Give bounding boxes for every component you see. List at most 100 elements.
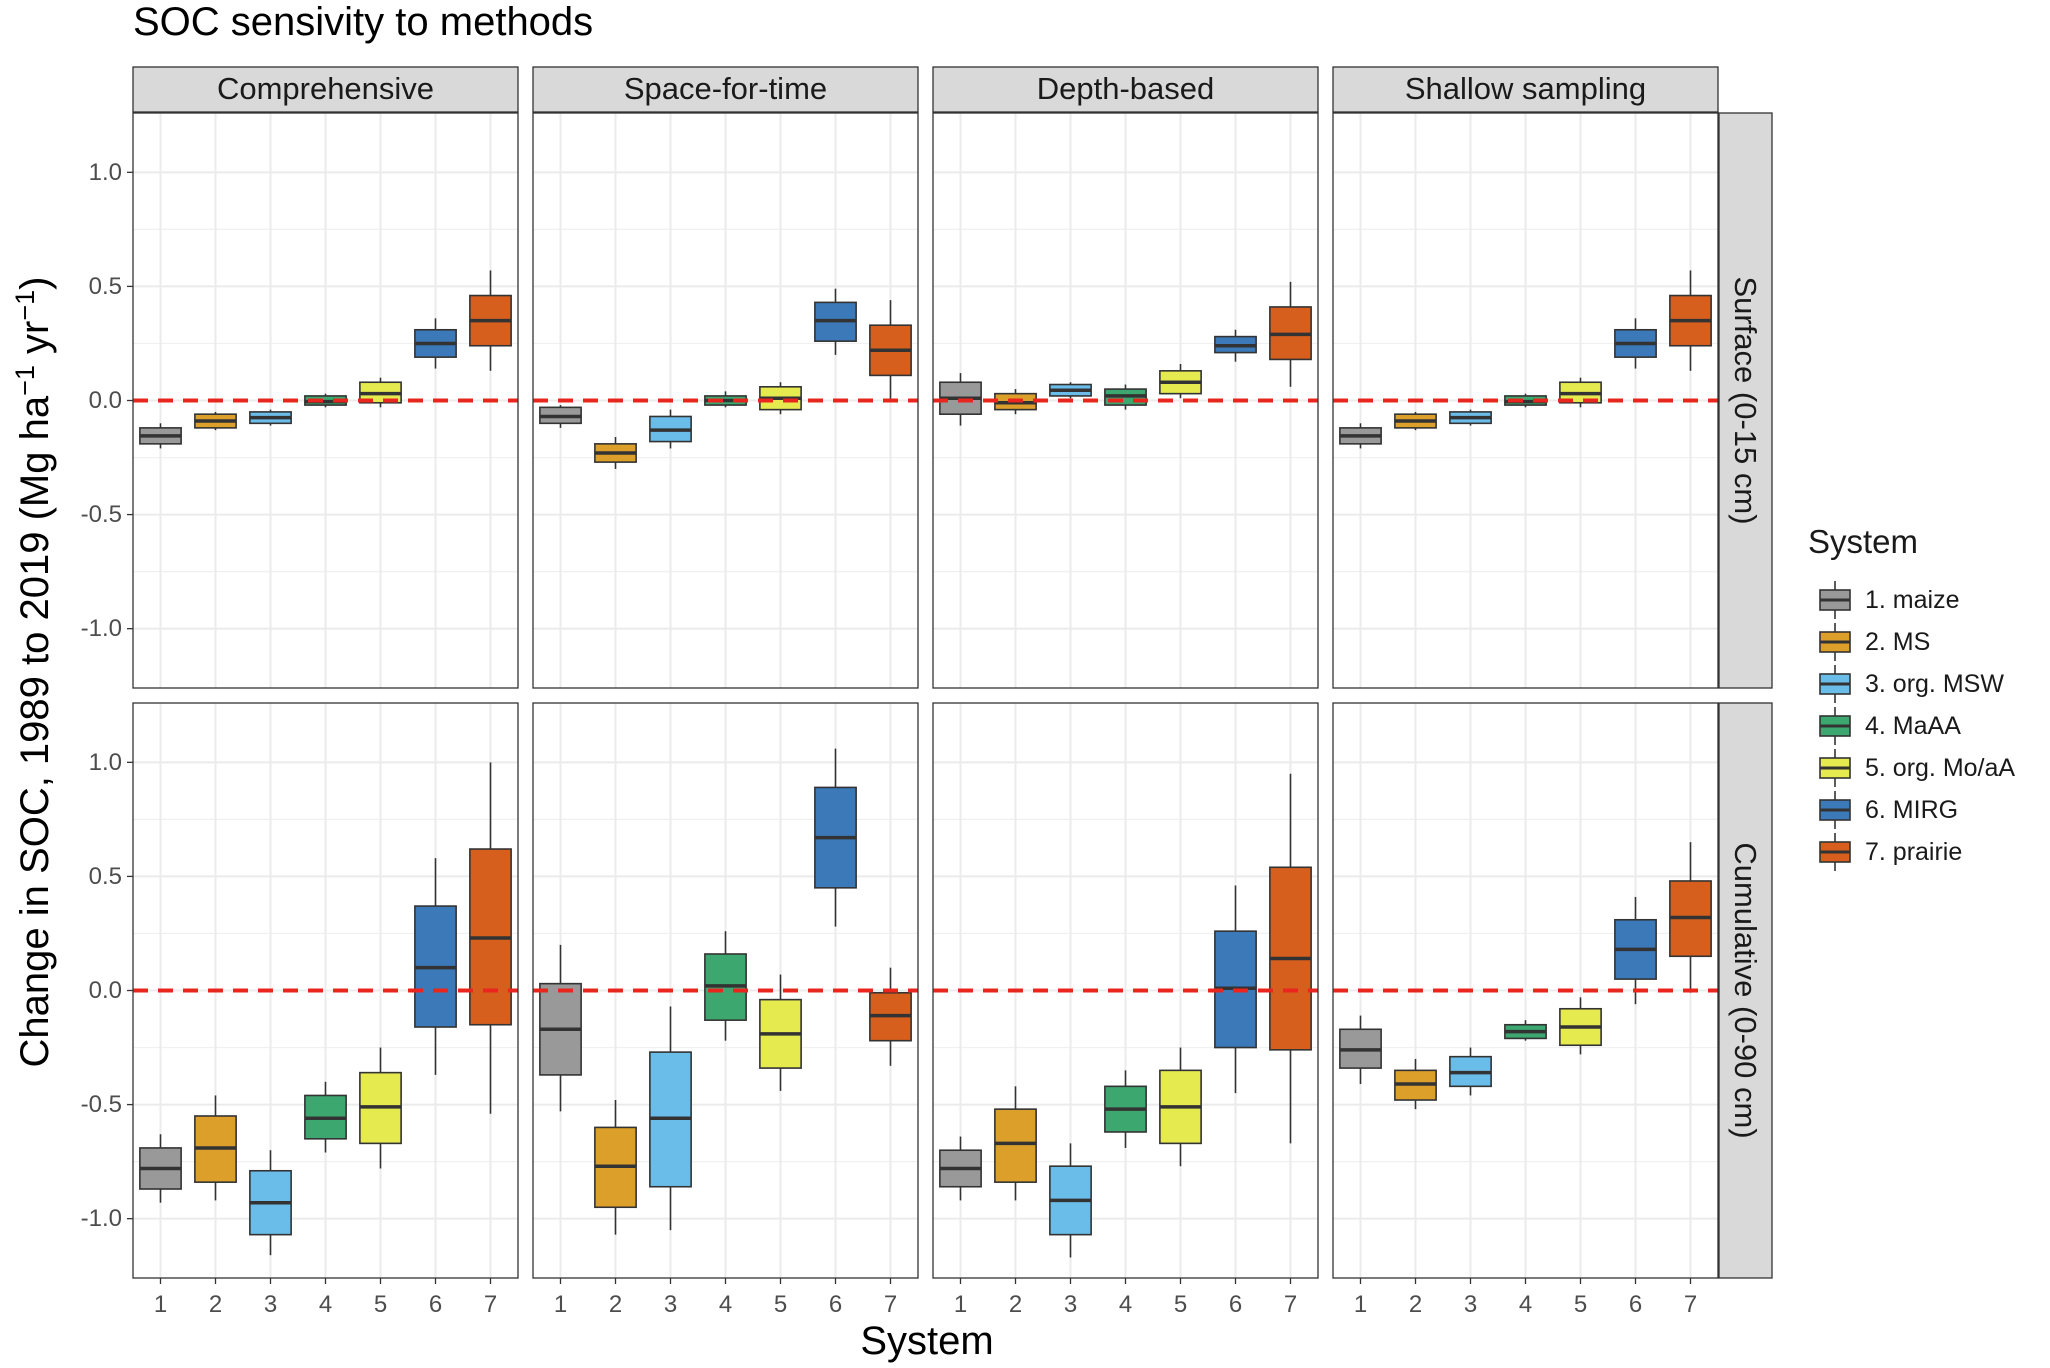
box-system-3	[649, 409, 692, 449]
legend-title: System	[1808, 523, 1918, 560]
legend-item: 1. maize	[1819, 581, 1959, 619]
box-system-7	[469, 762, 512, 1114]
box-system-7	[469, 270, 512, 371]
y-tick-label: -1.0	[81, 1205, 122, 1232]
x-tick-label: 3	[1464, 1291, 1477, 1318]
box-system-4	[704, 931, 747, 1041]
box-system-1	[539, 944, 582, 1112]
legend-label: 3. org. MSW	[1865, 670, 2004, 698]
y-tick-label: 0.0	[89, 387, 122, 414]
box-system-3	[1049, 382, 1092, 399]
legend-label: 6. MIRG	[1865, 796, 1958, 824]
y-tick-label: 1.0	[89, 159, 122, 186]
x-tick-label: 2	[1009, 1291, 1022, 1318]
facet-grid: Comprehensive Space-for-time Depth-based Sh…	[81, 66, 1773, 1318]
legend-item: 5. org. Mo/aA	[1819, 749, 2015, 787]
x-tick-label: 2	[209, 1291, 222, 1318]
x-tick-label: 7	[484, 1291, 497, 1318]
x-tick-label: 1	[954, 1291, 967, 1318]
box-system-2	[1394, 411, 1437, 431]
x-tick-label: 3	[664, 1291, 677, 1318]
y-tick-label: 0.0	[89, 977, 122, 1004]
row-strip-1	[1718, 702, 1773, 1279]
x-tick-label: 4	[719, 1291, 732, 1318]
x-tick-label: 7	[1284, 1291, 1297, 1318]
x-tick-label: 2	[609, 1291, 622, 1318]
box-system-3	[1049, 1143, 1092, 1258]
facet-strip-3	[1332, 66, 1719, 113]
x-tick-label: 3	[264, 1291, 277, 1318]
facet-strip-label-0: Comprehensive	[217, 71, 434, 106]
box-system-2	[1394, 1058, 1437, 1110]
box-system-2	[994, 1086, 1037, 1201]
box-system-5	[1559, 997, 1602, 1055]
row-strip-label-0: Surface (0-15 cm)	[1728, 276, 1763, 524]
legend-label: 2. MS	[1865, 628, 1930, 656]
facet-strip-label-1: Space-for-time	[624, 71, 827, 106]
x-tick-label: 5	[774, 1291, 787, 1318]
box-system-6	[1614, 896, 1657, 1005]
legend: System 1. maize 2. MS 3. org. MSW 4. MaAA 5. …	[1808, 523, 2015, 871]
box-system-2	[194, 1095, 237, 1201]
box-system-7	[1269, 281, 1312, 387]
panel-r0-c1	[532, 112, 919, 689]
legend-item: 6. MIRG	[1819, 791, 1958, 829]
box-system-1	[1339, 1015, 1382, 1085]
legend-label: 4. MaAA	[1865, 712, 1961, 740]
box-system-2	[594, 1100, 637, 1235]
box-system-6	[414, 318, 457, 369]
box-system-7	[869, 300, 912, 401]
y-tick-label: 1.0	[89, 749, 122, 776]
y-tick-label: -1.0	[81, 615, 122, 642]
facet-strip-0	[132, 66, 519, 113]
box-system-5	[359, 1047, 402, 1169]
y-tick-label: -0.5	[81, 501, 122, 528]
row-strip-0	[1718, 112, 1773, 689]
legend-item: 4. MaAA	[1819, 707, 1961, 745]
box-system-6	[1614, 318, 1657, 369]
box-system-5	[759, 974, 802, 1091]
box-body	[994, 1108, 1037, 1183]
box-system-7	[1269, 773, 1312, 1144]
x-tick-label: 6	[429, 1291, 442, 1318]
legend-item: 3. org. MSW	[1819, 665, 2004, 703]
row-strip-label-1: Cumulative (0-90 cm)	[1728, 842, 1763, 1138]
facet-strip-2	[932, 66, 1319, 113]
box-system-5	[1559, 377, 1602, 408]
y-tick-label: 0.5	[89, 863, 122, 890]
box-system-6	[814, 288, 857, 355]
box-system-1	[939, 373, 982, 426]
box-system-5	[1159, 363, 1202, 399]
panel-r1-c0	[132, 702, 519, 1279]
x-tick-label: 1	[554, 1291, 567, 1318]
legend-item: 7. prairie	[1819, 833, 1962, 871]
box-system-2	[194, 411, 237, 431]
box-system-3	[1449, 409, 1492, 426]
box-system-5	[359, 377, 402, 408]
y-axis-title-superscript-1: −1	[10, 365, 40, 396]
x-tick-label: 5	[1174, 1291, 1187, 1318]
box-system-2	[594, 437, 637, 469]
box-system-7	[869, 967, 912, 1066]
y-axis-title-superscript-2: −1	[10, 290, 40, 321]
box-system-1	[539, 405, 582, 428]
x-tick-label: 5	[374, 1291, 387, 1318]
panel-border	[932, 112, 1319, 689]
chart-title: SOC sensivity to methods	[133, 0, 593, 44]
x-tick-label: 7	[1684, 1291, 1697, 1318]
y-axis-title-end: )	[13, 277, 57, 290]
facet-strip-label-3: Shallow sampling	[1405, 71, 1646, 106]
x-tick-label: 6	[1229, 1291, 1242, 1318]
box-system-3	[249, 1150, 292, 1256]
legend-label: 7. prairie	[1865, 838, 1962, 866]
x-tick-label: 5	[1574, 1291, 1587, 1318]
x-tick-label: 7	[884, 1291, 897, 1318]
x-axis-title: System	[860, 1319, 993, 1363]
box-system-4	[1504, 1020, 1547, 1041]
y-axis-title-middle: yr	[13, 321, 57, 365]
x-tick-label: 4	[319, 1291, 332, 1318]
x-tick-label: 2	[1409, 1291, 1422, 1318]
panel-r0-c0	[132, 112, 519, 689]
box-system-6	[414, 858, 457, 1075]
box-system-7	[1669, 842, 1712, 993]
